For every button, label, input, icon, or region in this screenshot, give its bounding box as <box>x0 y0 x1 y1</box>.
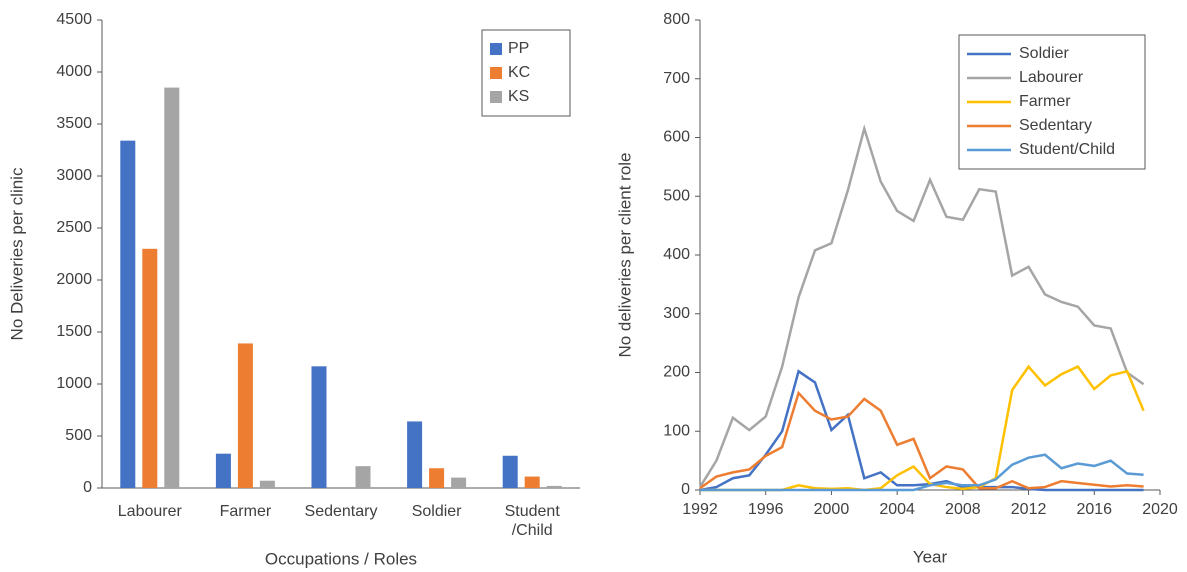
legend-label: Sedentary <box>1019 117 1092 134</box>
legend-label: Farmer <box>1019 93 1071 110</box>
y-tick-label: 3000 <box>56 167 92 184</box>
x-axis-label: Year <box>913 547 948 566</box>
line-series <box>700 364 1145 492</box>
y-tick-label: 1000 <box>56 375 92 392</box>
legend-swatch <box>490 91 502 103</box>
y-tick-label: 200 <box>663 364 690 381</box>
y-tick-label: 800 <box>663 11 690 28</box>
bar <box>502 455 518 488</box>
legend-label: KC <box>508 64 530 81</box>
x-tick-label: Farmer <box>220 503 272 520</box>
bar <box>546 485 562 488</box>
x-tick-label: 2020 <box>1142 501 1178 518</box>
y-axis-label: No deliveries per client role <box>615 152 634 357</box>
x-tick-label: 2000 <box>814 501 850 518</box>
legend-swatch <box>490 67 502 79</box>
x-tick-label: Sedentary <box>305 503 378 520</box>
legend-label: Student/Child <box>1019 141 1115 158</box>
legend-label: PP <box>508 40 529 57</box>
bar <box>215 453 231 488</box>
bar <box>259 480 275 488</box>
y-tick-label: 500 <box>65 427 92 444</box>
x-tick-label: Soldier <box>412 503 462 520</box>
bar <box>429 468 445 488</box>
bar <box>311 366 327 488</box>
y-tick-label: 700 <box>663 70 690 87</box>
bar <box>142 248 158 488</box>
x-tick-label: Labourer <box>118 503 183 520</box>
line-series <box>699 390 1144 490</box>
x-tick-label: 2012 <box>1011 501 1047 518</box>
y-tick-label: 100 <box>663 422 690 439</box>
legend-label: KS <box>508 88 529 105</box>
bar <box>355 466 371 488</box>
y-tick-label: 400 <box>663 246 690 263</box>
x-axis-label: Occupations / Roles <box>265 549 417 568</box>
bar <box>451 477 467 488</box>
line-series <box>698 124 1145 488</box>
legend-swatch <box>490 43 502 55</box>
x-tick-label: 1992 <box>682 501 718 518</box>
y-tick-label: 500 <box>663 187 690 204</box>
bar <box>164 87 180 488</box>
line-series <box>699 369 1144 492</box>
bar <box>120 140 136 488</box>
y-tick-label: 2000 <box>56 271 92 288</box>
x-tick-label: Student/Child <box>505 503 561 539</box>
bar <box>407 421 423 488</box>
bar <box>237 343 253 488</box>
x-tick-label: 2008 <box>945 501 981 518</box>
y-tick-label: 1500 <box>56 323 92 340</box>
x-tick-label: 2016 <box>1076 501 1112 518</box>
x-tick-label: 2004 <box>879 501 915 518</box>
y-tick-label: 4500 <box>56 11 92 28</box>
line-series <box>700 453 1144 492</box>
y-tick-label: 0 <box>83 479 92 496</box>
y-tick-label: 4000 <box>56 63 92 80</box>
y-tick-label: 0 <box>681 481 690 498</box>
y-tick-label: 2500 <box>56 219 92 236</box>
legend-label: Labourer <box>1019 69 1084 86</box>
y-tick-label: 300 <box>663 305 690 322</box>
bar <box>524 476 540 488</box>
y-tick-label: 600 <box>663 129 690 146</box>
y-tick-label: 3500 <box>56 115 92 132</box>
x-tick-label: 1996 <box>748 501 784 518</box>
legend-label: Soldier <box>1019 45 1069 62</box>
y-axis-label: No Deliveries per clinic <box>7 167 26 340</box>
